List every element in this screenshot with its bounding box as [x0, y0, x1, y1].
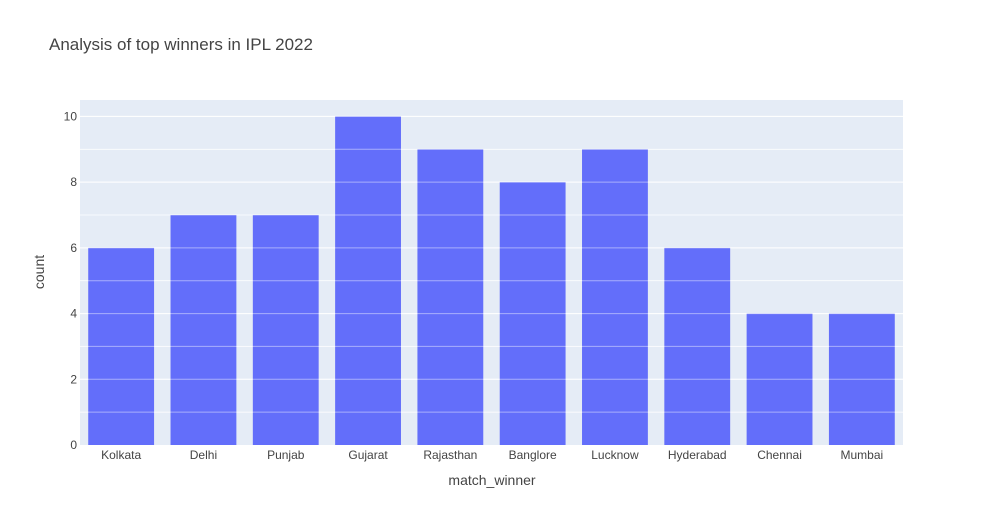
- bar-hyderabad[interactable]: [664, 247, 731, 445]
- y-axis-label: count: [31, 255, 47, 289]
- y-tick-label: 0: [70, 438, 77, 452]
- y-tick-label: 4: [70, 307, 77, 321]
- y-tick-label: 2: [70, 372, 77, 386]
- bar-punjab[interactable]: [252, 215, 319, 445]
- x-axis-label: match_winner: [448, 472, 535, 488]
- bar-lucknow[interactable]: [582, 149, 648, 446]
- bar-banglore[interactable]: [499, 182, 566, 445]
- bar-kolkata[interactable]: [88, 247, 155, 445]
- bar-rajasthan[interactable]: [417, 149, 484, 446]
- x-tick-label: Rajasthan: [423, 448, 477, 462]
- x-tick-label: Gujarat: [348, 448, 388, 462]
- x-tick-labels: Kolkata Delhi Punjab Gujarat Rajasthan Banglo…: [101, 448, 883, 462]
- x-tick-label: Kolkata: [101, 448, 141, 462]
- y-tick-labels: 0 2 4 6 8 10: [64, 109, 78, 452]
- bar-mumbai[interactable]: [828, 313, 895, 445]
- y-tick-label: 8: [70, 175, 77, 189]
- x-tick-label: Chennai: [757, 448, 802, 462]
- chart-title: Analysis of top winners in IPL 2022: [49, 35, 313, 54]
- x-tick-label: Mumbai: [841, 448, 884, 462]
- bars: [80, 115, 903, 446]
- x-tick-label: Delhi: [190, 448, 217, 462]
- x-tick-label: Banglore: [509, 448, 557, 462]
- y-tick-label: 6: [70, 241, 77, 255]
- y-tick-label: 10: [64, 109, 78, 123]
- bar-chennai[interactable]: [746, 313, 813, 445]
- bar-delhi[interactable]: [170, 215, 237, 445]
- x-tick-label: Hyderabad: [668, 448, 727, 462]
- x-tick-label: Lucknow: [591, 448, 639, 462]
- x-tick-label: Punjab: [267, 448, 305, 462]
- bar-gujarat[interactable]: [335, 116, 401, 445]
